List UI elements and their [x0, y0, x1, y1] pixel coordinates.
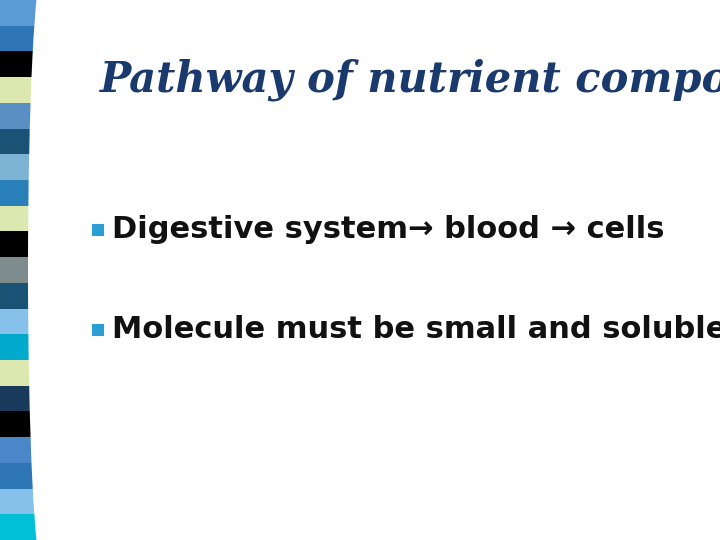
Bar: [0, 437, 43, 463]
Bar: [0, 180, 43, 206]
Bar: [0, 103, 43, 129]
Bar: [0, 308, 43, 334]
Bar: [0, 514, 43, 540]
Bar: [0, 154, 43, 180]
Bar: [0, 334, 43, 360]
Bar: [0, 463, 43, 489]
Bar: [92, 324, 104, 336]
Text: Molecule must be small and soluble.: Molecule must be small and soluble.: [112, 315, 720, 345]
Bar: [0, 129, 43, 154]
Bar: [0, 257, 43, 283]
Bar: [0, 77, 43, 103]
Text: Digestive system→ blood → cells: Digestive system→ blood → cells: [112, 215, 665, 245]
Bar: [0, 51, 43, 77]
Ellipse shape: [28, 0, 58, 540]
Bar: [0, 0, 43, 26]
Bar: [0, 26, 43, 51]
Bar: [92, 224, 104, 236]
Bar: [0, 232, 43, 257]
Bar: [0, 386, 43, 411]
Bar: [0, 206, 43, 232]
Text: Pathway of nutrient compounds:: Pathway of nutrient compounds:: [100, 59, 720, 102]
Bar: [0, 489, 43, 514]
Bar: [0, 411, 43, 437]
Bar: [0, 283, 43, 308]
Bar: [0, 360, 43, 386]
